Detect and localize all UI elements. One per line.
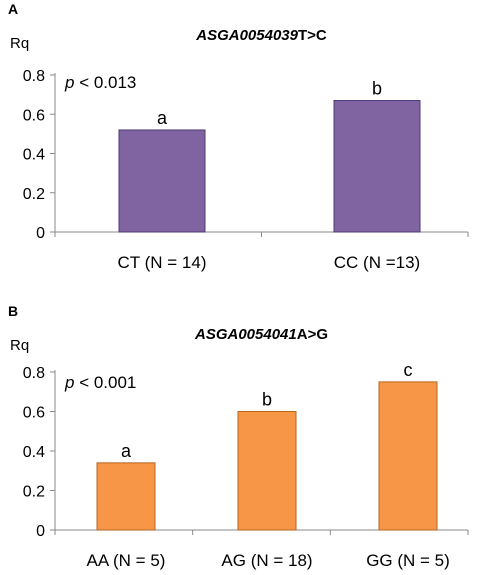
panel-a-bar-letter-label: a — [157, 108, 168, 128]
panel-b-y-tick-label: 0.6 — [23, 405, 45, 422]
panel-a-label: A — [8, 1, 18, 17]
panel-a-bar — [333, 100, 421, 233]
panel-b-category-label: AG (N = 18) — [221, 551, 312, 570]
panel-b-bar — [96, 462, 156, 531]
panel-b-bar-letter-label: b — [262, 390, 272, 410]
panel-a-bar — [118, 129, 206, 233]
panel-a-y-axis-label: Rq — [10, 35, 29, 52]
panel-a-y-tick-label: 0.8 — [23, 68, 45, 85]
panel-b-title: ASGA0054041A>G — [194, 326, 328, 343]
panel-b-y-axis-label: Rq — [10, 337, 29, 354]
panel-b-category-label: AA (N = 5) — [87, 551, 166, 570]
panel-b-y-tick-label: 0 — [36, 523, 45, 540]
panel-b-category-label: GG (N = 5) — [366, 551, 450, 570]
panel-b-bar — [237, 411, 297, 531]
panel-b-y-tick-label: 0.4 — [23, 444, 45, 461]
panel-a-category-label: CT (N = 14) — [118, 253, 207, 272]
panel-a-y-tick-label: 0.4 — [23, 147, 45, 164]
panel-b-label: B — [8, 303, 18, 319]
panel-b-y-tick-label: 0.2 — [23, 484, 45, 501]
panel-a-p-value: p < 0.013 — [64, 73, 136, 92]
panel-a-title: ASGA0054039T>C — [195, 27, 327, 44]
panel-a-y-tick-label: 0 — [36, 225, 45, 242]
panel-a-category-label: CC (N =13) — [334, 253, 420, 272]
panel-b-p-value: p < 0.001 — [64, 373, 136, 392]
panel-b-bar-letter-label: c — [404, 360, 413, 380]
panel-b-y-tick-label: 0.8 — [23, 365, 45, 382]
panel-a-y-tick-label: 0.6 — [23, 107, 45, 124]
panel-b-bar — [378, 381, 438, 531]
panel-b-bar-letter-label: a — [121, 441, 132, 461]
panel-a-bar-letter-label: b — [372, 79, 382, 99]
panel-a-y-tick-label: 0.2 — [23, 186, 45, 203]
